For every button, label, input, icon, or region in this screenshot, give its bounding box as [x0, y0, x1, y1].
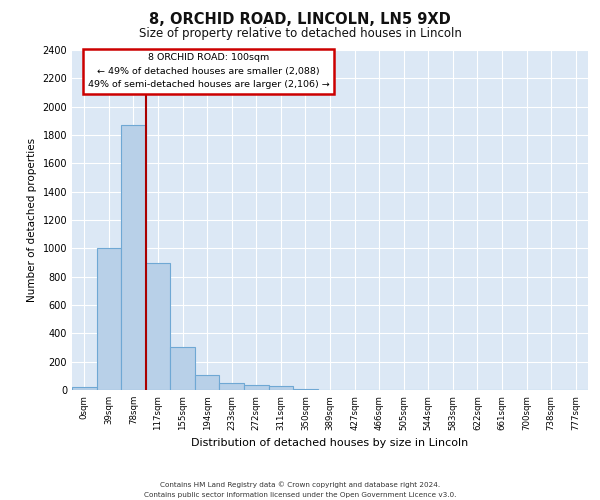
Bar	[146, 262, 170, 390]
Bar	[170, 347, 195, 390]
Text: Contains HM Land Registry data © Crown copyright and database right 2024.
Contai: Contains HM Land Registry data © Crown c…	[144, 482, 456, 498]
Bar	[195, 375, 220, 390]
Bar	[72, 387, 97, 390]
Y-axis label: Number of detached properties: Number of detached properties	[27, 138, 37, 302]
Bar	[97, 248, 121, 390]
Text: Size of property relative to detached houses in Lincoln: Size of property relative to detached ho…	[139, 28, 461, 40]
Bar	[269, 386, 293, 390]
Bar	[121, 125, 146, 390]
Text: 8, ORCHID ROAD, LINCOLN, LN5 9XD: 8, ORCHID ROAD, LINCOLN, LN5 9XD	[149, 12, 451, 28]
Bar	[244, 385, 269, 390]
Bar	[293, 388, 318, 390]
Bar	[220, 383, 244, 390]
Text: 8 ORCHID ROAD: 100sqm
← 49% of detached houses are smaller (2,088)
49% of semi-d: 8 ORCHID ROAD: 100sqm ← 49% of detached …	[88, 54, 329, 89]
X-axis label: Distribution of detached houses by size in Lincoln: Distribution of detached houses by size …	[191, 438, 469, 448]
